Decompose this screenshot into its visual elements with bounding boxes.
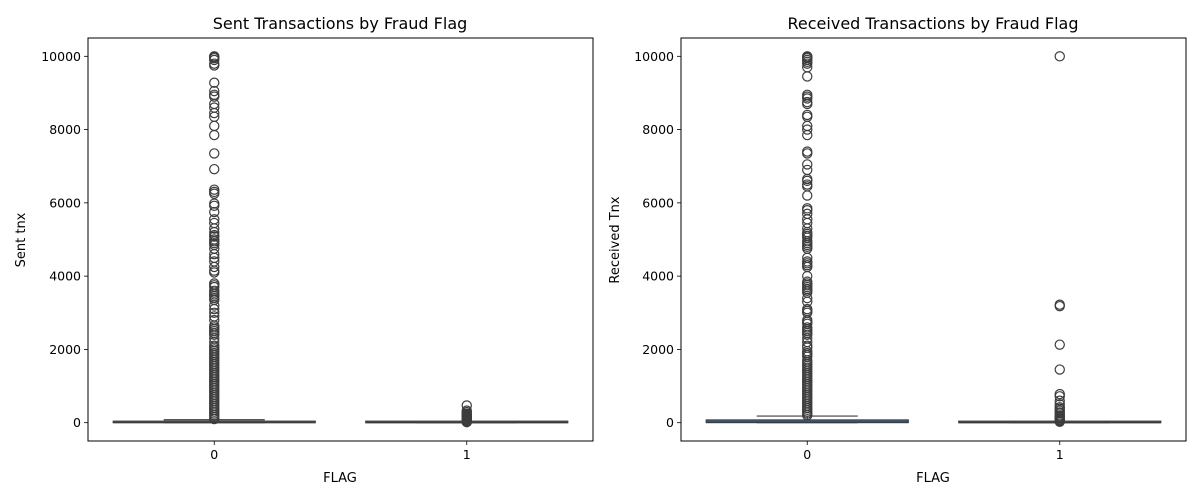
y-tick-label-received: 2000: [642, 342, 674, 357]
outlier-point: [209, 198, 220, 209]
x-tick-label-sent: 1: [463, 447, 471, 462]
outlier-point: [802, 71, 813, 82]
box-received-flag-0: [705, 51, 909, 424]
outlier-point: [209, 54, 220, 66]
x-axis-label-received: FLAG: [916, 471, 950, 486]
y-tick-label-sent: 4000: [49, 269, 81, 284]
outlier-point: [209, 261, 220, 273]
y-axis-label-received: Received Tnx: [608, 196, 623, 283]
outlier-point: [802, 164, 813, 176]
box-received-flag-1: [958, 51, 1162, 427]
outlier-point: [209, 231, 220, 242]
outlier-point: [209, 129, 220, 141]
outlier-point: [1054, 300, 1065, 312]
outlier-point: [209, 60, 220, 71]
outlier-point: [209, 85, 220, 97]
outlier-point: [209, 267, 220, 278]
outlier-point: [802, 190, 813, 201]
outlier-point: [802, 98, 813, 110]
outlier-point: [209, 413, 220, 425]
outlier-point: [802, 93, 813, 104]
chart-title-received: Received Transactions by Fraud Flag: [788, 14, 1079, 33]
outlier-point: [802, 410, 813, 421]
x-axis-label-sent: FLAG: [323, 471, 357, 486]
chart-title-sent: Sent Transactions by Fraud Flag: [213, 14, 468, 33]
outlier-point: [802, 58, 813, 69]
outlier-point: [802, 175, 813, 187]
plot-area-sent: 0 2000 4000 6000 8000 10000 0 1: [41, 37, 594, 462]
y-tick-label-sent: 6000: [49, 195, 81, 210]
axes-frame-sent: [87, 37, 594, 442]
outlier-point: [1054, 391, 1065, 402]
outlier-point: [209, 248, 220, 260]
outlier-point: [1054, 416, 1065, 427]
outlier-point: [802, 148, 813, 159]
box-sent-flag-1: [365, 400, 569, 428]
outlier-point: [209, 120, 220, 132]
outlier-point: [1054, 364, 1065, 375]
y-tick-label-sent: 8000: [49, 122, 81, 137]
outlier-point: [802, 124, 813, 135]
y-tick-label-received: 8000: [642, 122, 674, 137]
outlier-point: [209, 223, 220, 234]
box-sent-flag-0: [112, 51, 316, 425]
y-tick-label-sent: 2000: [49, 342, 81, 357]
plot-area-received: 0 2000 4000 6000 8000 10000 0 1: [634, 37, 1187, 462]
outlier-point: [209, 300, 220, 311]
outlier-point: [209, 148, 220, 159]
outlier-point: [802, 159, 813, 170]
outlier-point: [802, 129, 813, 141]
outlier-point: [209, 329, 220, 340]
y-tick-label-received: 6000: [642, 195, 674, 210]
outlier-point: [461, 416, 472, 428]
x-tick-label-sent: 0: [210, 447, 218, 462]
y-tick-label-received: 0: [666, 415, 674, 430]
outlier-point: [209, 188, 220, 199]
outlier-point: [209, 200, 220, 211]
y-axis-label-sent: Sent tnx: [14, 212, 29, 267]
outlier-point: [209, 91, 220, 102]
y-tick-label-received: 10000: [634, 49, 674, 64]
outlier-point: [802, 292, 813, 304]
outlier-point: [209, 107, 220, 119]
y-tick-label-sent: 0: [73, 415, 81, 430]
outlier-point: [209, 163, 220, 175]
axes-frame-received: [680, 37, 1187, 442]
outlier-point: [209, 206, 220, 218]
outlier-point: [209, 77, 220, 88]
outlier-point: [209, 307, 220, 318]
outlier-point: [802, 329, 813, 340]
y-tick-label-received: 4000: [642, 269, 674, 284]
y-tick-label-sent: 10000: [41, 49, 81, 64]
outlier-point: [1054, 51, 1065, 62]
outlier-point: [1054, 339, 1065, 350]
x-tick-label-received: 0: [803, 447, 811, 462]
outlier-point: [209, 303, 220, 315]
x-tick-label-received: 1: [1056, 447, 1064, 462]
outlier-point: [1054, 395, 1065, 406]
